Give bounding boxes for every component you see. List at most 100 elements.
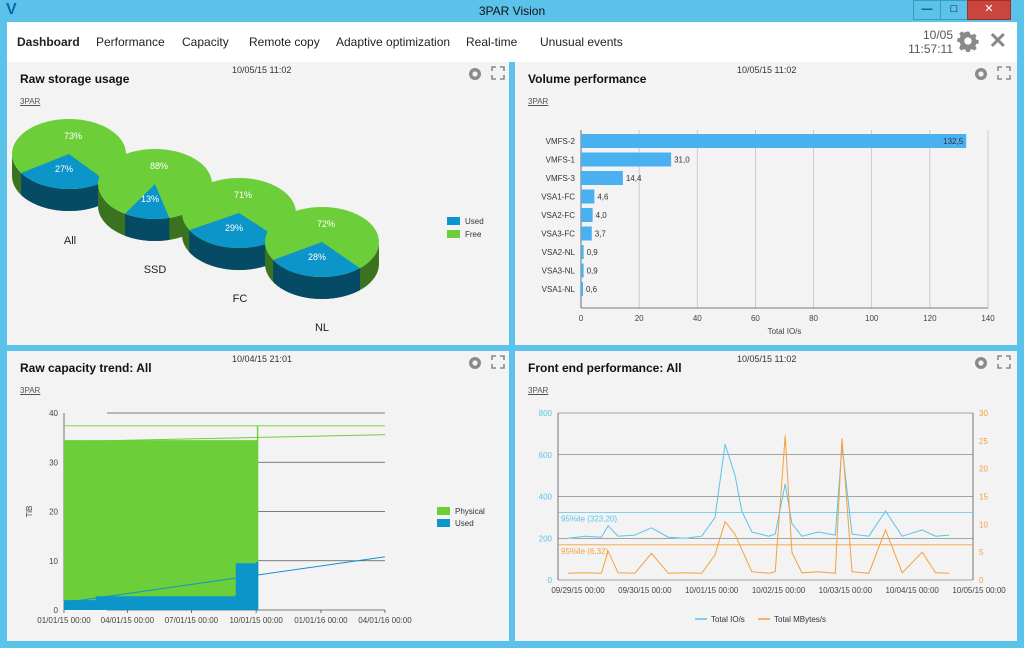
panel-settings-gear-icon[interactable] bbox=[973, 355, 989, 371]
panel-expand-icon[interactable] bbox=[997, 355, 1011, 369]
y-right-tick-label: 20 bbox=[979, 465, 988, 474]
x-tick-label: 09/30/15 00:00 bbox=[618, 586, 672, 595]
bar-value-label: 14,4 bbox=[626, 174, 642, 183]
pie-label-free: 88% bbox=[150, 161, 168, 171]
y-right-tick-label: 5 bbox=[979, 548, 984, 557]
menu-remote-copy[interactable]: Remote copy bbox=[249, 35, 320, 49]
x-tick-label: 10/02/15 00:00 bbox=[752, 586, 806, 595]
panel-volume-performance: Volume performance 10/05/15 11:02 3PAR 0… bbox=[515, 62, 1017, 345]
legend-swatch bbox=[437, 507, 450, 515]
minimize-button[interactable]: — bbox=[913, 0, 941, 20]
panel-title: Volume performance bbox=[528, 72, 647, 86]
menu-adaptive-optimization[interactable]: Adaptive optimization bbox=[336, 35, 451, 49]
pie-slice-used bbox=[189, 213, 279, 248]
pie-all: 73% 27% bbox=[12, 119, 126, 211]
menu-bar: Dashboard Performance Capacity Remote co… bbox=[7, 22, 1017, 62]
legend-label: Used bbox=[455, 519, 474, 528]
menu-performance[interactable]: Performance bbox=[96, 35, 165, 49]
x-tick-label: 80 bbox=[809, 314, 818, 323]
y-tick-label: 10 bbox=[49, 557, 58, 566]
y-left-tick-label: 0 bbox=[548, 576, 553, 585]
pie-label-used: 28% bbox=[308, 252, 326, 262]
panel-title: Front end performance: All bbox=[528, 361, 682, 375]
settings-gear-icon[interactable] bbox=[957, 30, 979, 52]
pie-label-used: 27% bbox=[55, 164, 73, 174]
menu-real-time[interactable]: Real-time bbox=[466, 35, 518, 49]
bar bbox=[581, 189, 595, 204]
pie-side-used bbox=[273, 260, 360, 299]
bar-category-label: VMFS-1 bbox=[546, 156, 576, 165]
y-left-tick-label: 200 bbox=[539, 534, 553, 543]
panel-expand-icon[interactable] bbox=[491, 355, 505, 369]
bar bbox=[581, 282, 583, 296]
percentile-label-mbytes: 95%ile (6,32) bbox=[561, 547, 608, 556]
x-tick-label: 10/01/15 00:00 bbox=[229, 616, 283, 625]
y-tick-label: 0 bbox=[54, 606, 59, 615]
legend-label: Total IO/s bbox=[711, 615, 745, 624]
y-axis-title: TiB bbox=[25, 506, 34, 518]
x-axis-title: Total IO/s bbox=[768, 327, 802, 336]
y-tick-label: 30 bbox=[49, 458, 58, 467]
panel-title: Raw capacity trend: All bbox=[20, 361, 152, 375]
x-tick-label: 0 bbox=[579, 314, 584, 323]
volume-bar-chart: 0 20 40 60 80 100 120 140 Total IO/s VMFS-2 132,5 V… bbox=[541, 130, 995, 336]
x-tick-label: 140 bbox=[981, 314, 995, 323]
pie-slice-used bbox=[21, 154, 106, 189]
area-physical bbox=[64, 425, 259, 610]
x-tick-label: 100 bbox=[865, 314, 879, 323]
bar-category-label: VMFS-2 bbox=[546, 137, 576, 146]
bar-value-label: 0,6 bbox=[586, 285, 598, 294]
y-right-tick-label: 25 bbox=[979, 437, 988, 446]
maximize-button[interactable]: □ bbox=[940, 0, 968, 20]
menu-unusual-events[interactable]: Unusual events bbox=[540, 35, 623, 49]
menu-capacity[interactable]: Capacity bbox=[182, 35, 229, 49]
legend-label: Physical bbox=[455, 507, 485, 516]
panel-frontend-performance: Front end performance: All 10/05/15 11:0… bbox=[515, 351, 1017, 641]
panel-settings-gear-icon[interactable] bbox=[973, 66, 989, 82]
menu-dashboard[interactable]: Dashboard bbox=[17, 35, 80, 49]
pie-label-used: 29% bbox=[225, 223, 243, 233]
x-tick-label: 20 bbox=[635, 314, 644, 323]
series-line-iops bbox=[567, 444, 950, 539]
bar-category-label: VSA2-NL bbox=[542, 248, 576, 257]
bar-category-label: VSA3-FC bbox=[541, 230, 575, 239]
bar bbox=[581, 171, 623, 185]
y-tick-label: 40 bbox=[49, 409, 58, 418]
y-left-tick-label: 600 bbox=[539, 451, 553, 460]
bar-category-label: VMFS-3 bbox=[546, 174, 576, 183]
clock-time: 11:57:11 bbox=[908, 42, 953, 56]
panel-timestamp: 10/04/15 21:01 bbox=[232, 354, 293, 364]
bar bbox=[581, 245, 584, 259]
bar bbox=[581, 263, 584, 278]
app-logo-icon: V bbox=[6, 1, 17, 18]
bar-value-label: 31,0 bbox=[674, 156, 690, 165]
bar-value-label: 132,5 bbox=[943, 137, 964, 146]
capacity-trend-chart: 0 10 20 30 40 TiB 01/01/15 00:00 04/01/15 00:00… bbox=[25, 409, 485, 625]
panel-source-link[interactable]: 3PAR bbox=[528, 97, 549, 106]
legend-label: Total MBytes/s bbox=[774, 615, 826, 624]
panel-source-link[interactable]: 3PAR bbox=[20, 97, 41, 106]
x-tick-label: 09/29/15 00:00 bbox=[551, 586, 605, 595]
window-close-button[interactable]: ✕ bbox=[967, 0, 1011, 20]
bar-category-label: VSA3-NL bbox=[542, 267, 576, 276]
panel-settings-gear-icon[interactable] bbox=[467, 66, 483, 82]
panel-expand-icon[interactable] bbox=[491, 66, 505, 80]
pie-slice-used bbox=[124, 184, 170, 219]
clock: 10/05 11:57:11 bbox=[908, 28, 953, 56]
series-line-mbytes bbox=[567, 435, 950, 574]
x-tick-label: 10/04/15 00:00 bbox=[885, 586, 939, 595]
trend-line-physical bbox=[63, 434, 386, 443]
legend-swatch bbox=[447, 230, 460, 238]
panel-source-link[interactable]: 3PAR bbox=[20, 386, 41, 395]
y-right-tick-label: 10 bbox=[979, 520, 988, 529]
panel-settings-gear-icon[interactable] bbox=[467, 355, 483, 371]
x-tick-label: 40 bbox=[693, 314, 702, 323]
panel-source-link[interactable]: 3PAR bbox=[528, 386, 549, 395]
pie-label-free: 71% bbox=[234, 190, 252, 200]
panel-timestamp: 10/05/15 11:02 bbox=[232, 65, 292, 75]
panel-expand-icon[interactable] bbox=[997, 66, 1011, 80]
area-used bbox=[64, 560, 259, 610]
panel-timestamp: 10/05/15 11:02 bbox=[737, 354, 797, 364]
pie-label-free: 73% bbox=[64, 131, 82, 141]
close-dashboard-icon[interactable]: ✕ bbox=[988, 28, 1007, 53]
